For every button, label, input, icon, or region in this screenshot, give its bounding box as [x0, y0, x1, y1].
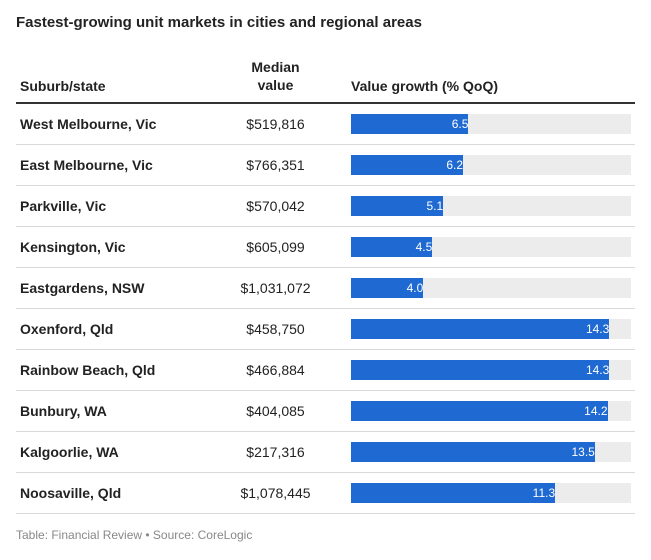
bar-label: 14.2: [574, 401, 614, 421]
cell-growth: 14.3: [347, 350, 635, 391]
bar-label: 6.2: [429, 155, 469, 175]
cell-median: $605,099: [204, 227, 347, 268]
bar-wrap: 5.1: [351, 196, 631, 216]
cell-growth: 4.0: [347, 268, 635, 309]
cell-growth: 13.5: [347, 432, 635, 473]
cell-suburb: West Melbourne, Vic: [16, 103, 204, 145]
bar-wrap: 4.0: [351, 278, 631, 298]
cell-growth: 5.1: [347, 186, 635, 227]
bar-fill: [351, 319, 609, 339]
cell-median: $766,351: [204, 145, 347, 186]
bar-wrap: 6.5: [351, 114, 631, 134]
bar-label: 11.3: [521, 483, 561, 503]
table-footnote: Table: Financial Review • Source: CoreLo…: [16, 528, 635, 542]
cell-suburb: East Melbourne, Vic: [16, 145, 204, 186]
chart-title: Fastest-growing unit markets in cities a…: [16, 14, 635, 31]
cell-median: $1,078,445: [204, 473, 347, 514]
table-row: Parkville, Vic$570,042 5.1: [16, 186, 635, 227]
bar-label: 5.1: [409, 196, 449, 216]
cell-suburb: Parkville, Vic: [16, 186, 204, 227]
bar-label: 4.0: [389, 278, 429, 298]
cell-median: $217,316: [204, 432, 347, 473]
col-header-suburb: Suburb/state: [16, 53, 204, 103]
bar-label: 4.5: [398, 237, 438, 257]
cell-suburb: Oxenford, Qld: [16, 309, 204, 350]
cell-suburb: Noosaville, Qld: [16, 473, 204, 514]
cell-median: $519,816: [204, 103, 347, 145]
cell-suburb: Eastgardens, NSW: [16, 268, 204, 309]
bar-label: 6.5: [434, 114, 474, 134]
cell-growth: 4.5: [347, 227, 635, 268]
cell-growth: 14.2: [347, 391, 635, 432]
cell-growth: 6.5: [347, 103, 635, 145]
cell-median: $404,085: [204, 391, 347, 432]
cell-median: $466,884: [204, 350, 347, 391]
bar-label: 14.3: [575, 319, 615, 339]
cell-suburb: Kensington, Vic: [16, 227, 204, 268]
cell-suburb: Bunbury, WA: [16, 391, 204, 432]
table-row: West Melbourne, Vic$519,816 6.5: [16, 103, 635, 145]
table-row: East Melbourne, Vic$766,351 6.2: [16, 145, 635, 186]
table-row: Kensington, Vic$605,099 4.5: [16, 227, 635, 268]
cell-suburb: Rainbow Beach, Qld: [16, 350, 204, 391]
table-row: Kalgoorlie, WA$217,316 13.5: [16, 432, 635, 473]
bar-fill: [351, 442, 595, 462]
table-row: Oxenford, Qld$458,750 14.3: [16, 309, 635, 350]
cell-suburb: Kalgoorlie, WA: [16, 432, 204, 473]
table-header-row: Suburb/state Median value Value growth (…: [16, 53, 635, 103]
cell-median: $570,042: [204, 186, 347, 227]
bar-wrap: 14.2: [351, 401, 631, 421]
bar-wrap: 13.5: [351, 442, 631, 462]
table-row: Noosaville, Qld$1,078,445 11.3: [16, 473, 635, 514]
cell-growth: 14.3: [347, 309, 635, 350]
data-table: Suburb/state Median value Value growth (…: [16, 53, 635, 514]
col-header-median: Median value: [204, 53, 347, 103]
bar-label: 14.3: [575, 360, 615, 380]
col-header-growth: Value growth (% QoQ): [347, 53, 635, 103]
cell-growth: 6.2: [347, 145, 635, 186]
bar-fill: [351, 401, 608, 421]
bar-fill: [351, 360, 609, 380]
bar-wrap: 11.3: [351, 483, 631, 503]
bar-wrap: 14.3: [351, 360, 631, 380]
bar-wrap: 14.3: [351, 319, 631, 339]
cell-growth: 11.3: [347, 473, 635, 514]
bar-label: 13.5: [561, 442, 601, 462]
cell-median: $458,750: [204, 309, 347, 350]
bar-wrap: 6.2: [351, 155, 631, 175]
table-row: Eastgardens, NSW$1,031,072 4.0: [16, 268, 635, 309]
bar-wrap: 4.5: [351, 237, 631, 257]
cell-median: $1,031,072: [204, 268, 347, 309]
table-row: Bunbury, WA$404,085 14.2: [16, 391, 635, 432]
table-row: Rainbow Beach, Qld$466,884 14.3: [16, 350, 635, 391]
